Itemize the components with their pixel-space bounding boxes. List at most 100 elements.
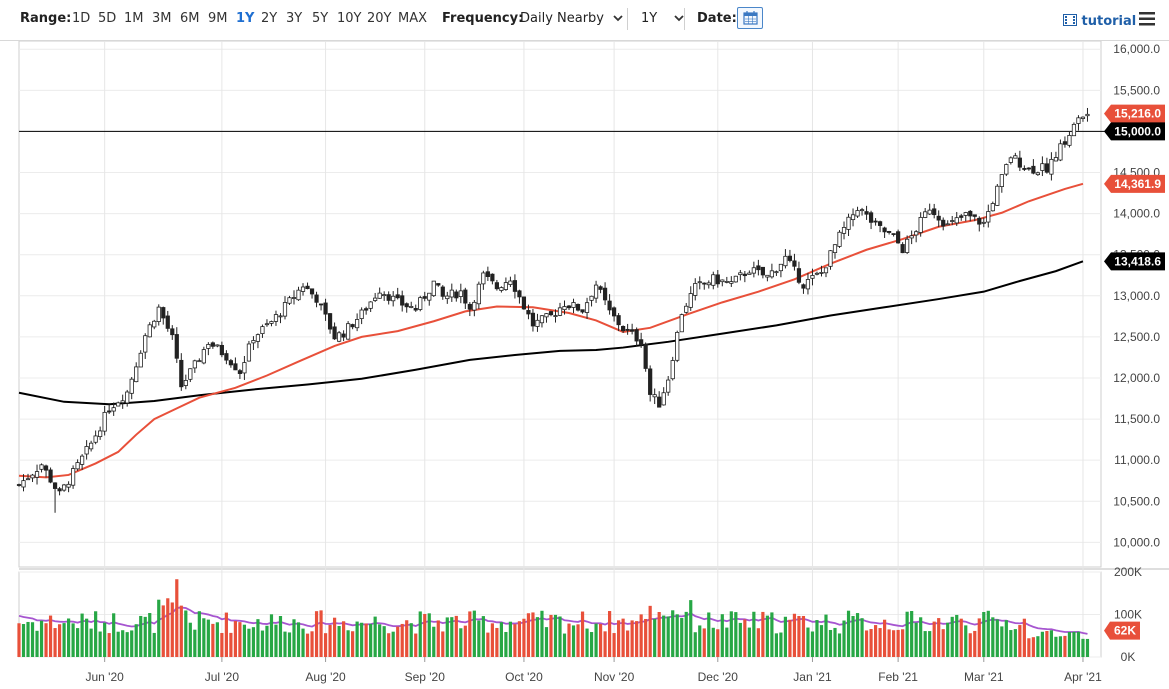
candle-body (174, 334, 179, 359)
candle-body (814, 272, 820, 275)
volume-bar (283, 631, 287, 657)
candle-body (909, 235, 914, 239)
candle-body (359, 309, 364, 320)
volume-bar (914, 622, 918, 657)
volume-bar (44, 623, 48, 657)
range-button-max[interactable]: MAX (398, 11, 428, 26)
volume-bar (580, 611, 585, 657)
volume-bar (783, 616, 788, 657)
candle-body (1085, 113, 1090, 117)
volume-bar (828, 629, 833, 657)
candle-body (706, 282, 711, 286)
volume-bar (242, 624, 247, 657)
date-tick-label: Oct '20 (505, 670, 543, 684)
volume-bar (738, 622, 742, 657)
candle-body (742, 273, 747, 277)
volume-bar (405, 620, 409, 657)
candle-body (282, 302, 288, 317)
volume-bar (743, 619, 747, 657)
volume-bar (855, 613, 860, 657)
candle-body (39, 464, 44, 470)
toolbar: Range: 1D 5D 1M 3M 6M 9M 1Y 2Y 3Y 5Y 10Y 20Y MAX Fre… (0, 0, 1169, 41)
volume-bar (35, 630, 39, 657)
range-button-5d[interactable]: 5D (98, 11, 117, 26)
candle-body (418, 297, 423, 310)
volume-bar (991, 617, 995, 657)
date-tick-label: Dec '20 (698, 670, 739, 684)
volume-bar (707, 612, 711, 657)
volume-bar (215, 622, 219, 657)
candle-body (156, 306, 161, 322)
volume-bar (251, 627, 256, 657)
candle-body (1062, 141, 1068, 145)
range-button-3y[interactable]: 3Y (286, 11, 303, 26)
candle-body (571, 302, 576, 308)
volume-bar (761, 611, 765, 657)
candle-body (1053, 157, 1059, 162)
date-tick-label: Mar '21 (964, 670, 1004, 684)
level-15000-tag-shape (1104, 122, 1165, 141)
volume-bar (360, 622, 364, 657)
volume-bar (269, 614, 274, 657)
volume-bar (756, 628, 760, 657)
range-button-6m[interactable]: 6M (180, 11, 200, 26)
candle-body (1017, 157, 1022, 168)
volume-bar (725, 627, 729, 657)
range-button-1d[interactable]: 1D (72, 11, 91, 26)
candle-body (517, 290, 522, 298)
volume-bar (639, 614, 643, 657)
candle-body (562, 306, 567, 311)
volume-bar (76, 628, 80, 657)
volume-bar (387, 633, 391, 657)
candle-body (395, 294, 400, 299)
range-button-20y[interactable]: 20Y (367, 11, 392, 26)
volume-bar (490, 623, 494, 657)
volume-bar (459, 628, 463, 657)
volume-bar (314, 611, 319, 657)
volume-bar (436, 620, 440, 657)
candle-body (679, 314, 684, 333)
volume-bar (589, 632, 594, 657)
period-select[interactable]: 1Y (641, 11, 685, 26)
volume-bar (693, 632, 697, 657)
menu-icon[interactable] (1139, 12, 1155, 26)
volume-bar (887, 629, 891, 657)
range-button-1y[interactable]: 1Y (236, 11, 255, 26)
volume-tag-text: 62K (1114, 624, 1136, 638)
date-picker-button[interactable] (737, 7, 763, 29)
candle-body (485, 271, 490, 277)
volume-bar (391, 631, 395, 657)
candle-body (733, 275, 738, 283)
range-button-2y[interactable]: 2Y (261, 11, 278, 26)
candle-body (702, 282, 707, 285)
volume-bar (621, 618, 625, 657)
candle-body (621, 326, 626, 332)
volume-bar (558, 616, 562, 657)
range-button-5y[interactable]: 5Y (312, 11, 329, 26)
volume-bar (238, 622, 242, 657)
date-tick-label: Apr '21 (1064, 670, 1102, 684)
tutorial-link[interactable]: tutorial (1063, 14, 1136, 29)
candle-body (868, 212, 874, 223)
candle-body (66, 483, 71, 488)
candle-body (877, 221, 883, 226)
candle-body (963, 212, 968, 216)
candle-body (729, 281, 734, 284)
candle-body (449, 289, 454, 298)
candle-body (616, 315, 621, 326)
range-button-1m[interactable]: 1M (124, 11, 144, 26)
volume-tick-label: 0K (1121, 650, 1136, 664)
volume-bar (21, 624, 26, 657)
frequency-select[interactable]: Daily Nearby (520, 11, 624, 26)
range-button-3m[interactable]: 3M (152, 11, 172, 26)
range-button-10y[interactable]: 10Y (337, 11, 362, 26)
volume-bar (1004, 620, 1008, 657)
range-button-9m[interactable]: 9M (208, 11, 228, 26)
candle-body (896, 231, 901, 244)
candle-body (1071, 123, 1077, 137)
volume-bar (905, 611, 909, 657)
volume-bar (495, 627, 499, 657)
candle-body (431, 280, 436, 297)
divider (684, 8, 685, 30)
volume-bar (175, 579, 179, 657)
